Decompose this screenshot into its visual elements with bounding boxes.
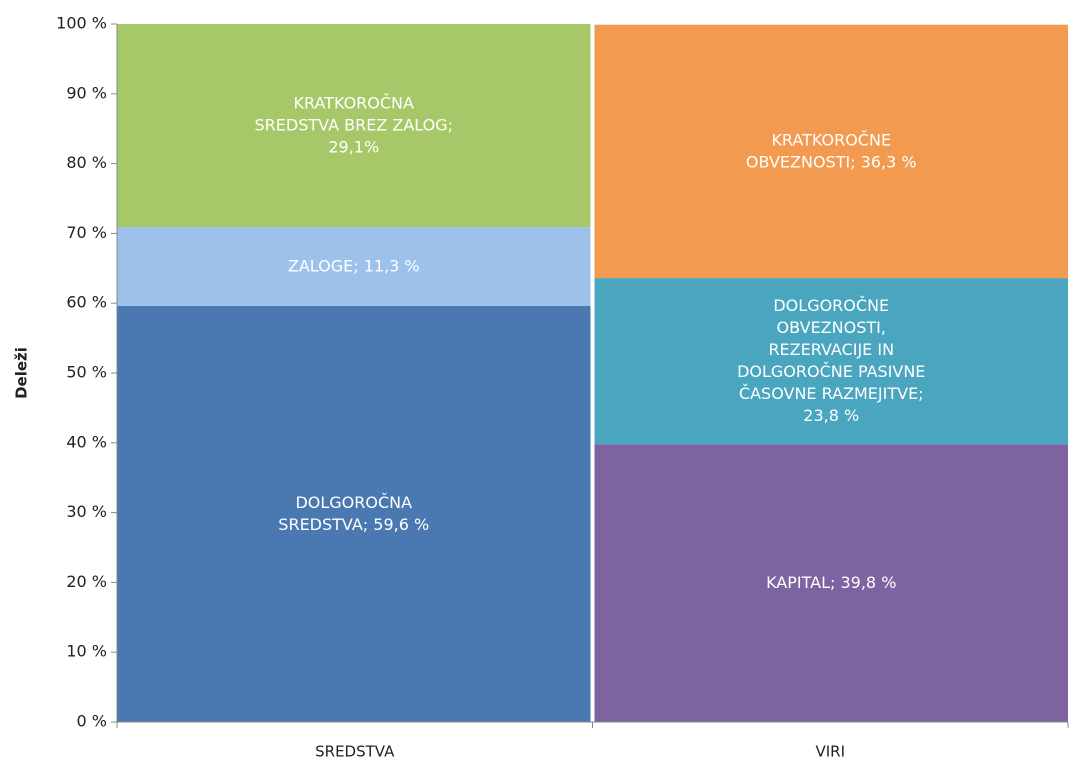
data-label-line: KAPITAL; 39,8 %: [766, 573, 896, 592]
bar-segment: [594, 278, 1068, 445]
data-label: DOLGOROČNA SREDSTVA; 59,6 %: [278, 492, 429, 533]
bar-segment: [594, 24, 1068, 279]
data-label-line: DOLGOROČNA: [295, 492, 412, 511]
x-tick-label: VIRI: [815, 743, 845, 760]
y-tick-label: 20 %: [66, 572, 107, 591]
bar-segment: [117, 227, 591, 306]
data-label-line: KRATKOROČNA: [294, 93, 415, 112]
bar-segment: [117, 305, 591, 722]
y-tick-label: 70 %: [66, 223, 107, 242]
data-label-line: OBVEZNOSTI,: [777, 318, 886, 337]
data-label-line: DOLGOROČNE: [773, 296, 889, 315]
data-label-line: KRATKOROČNE: [771, 130, 891, 149]
y-tick-label: 10 %: [66, 642, 107, 661]
y-tick-label: 40 %: [66, 432, 107, 451]
data-label: KRATKOROČNE OBVEZNOSTI; 36,3 %: [746, 130, 917, 171]
y-tick-label: 50 %: [66, 363, 107, 382]
data-label: KRATKOROČNA SREDSTVA BREZ ZALOG; 29,1%: [255, 93, 453, 156]
data-label-line: SREDSTVA BREZ ZALOG;: [255, 115, 453, 134]
y-tick-label: 90 %: [66, 83, 107, 102]
y-tick-label: 0 %: [77, 712, 107, 731]
x-tick-label: SREDSTVA: [315, 743, 395, 760]
y-tick-label: 30 %: [66, 502, 107, 521]
bar-segment: [594, 444, 1068, 722]
data-label: DOLGOROČNE OBVEZNOSTI, REZERVACIJE IN DOLGO…: [737, 296, 925, 425]
data-label-line: REZERVACIJE IN: [768, 340, 894, 359]
data-label-line: OBVEZNOSTI; 36,3 %: [746, 152, 917, 171]
data-label-line: 23,8 %: [803, 406, 859, 425]
data-label-line: SREDSTVA; 59,6 %: [278, 514, 429, 533]
y-tick-label: 80 %: [66, 153, 107, 172]
bar-segment: [117, 24, 591, 228]
y-axis-label: Deleži: [13, 347, 31, 399]
y-tick-label: 100 %: [56, 14, 107, 33]
data-label-line: ČASOVNE RAZMEJITVE;: [739, 384, 924, 403]
data-label-line: DOLGOROČNE PASIVNE: [737, 362, 925, 381]
data-label: ZALOGE; 11,3 %: [288, 256, 420, 275]
y-tick-label: 60 %: [66, 293, 107, 312]
data-label-line: ZALOGE; 11,3 %: [288, 256, 420, 275]
data-label-line: 29,1%: [328, 137, 379, 156]
data-label: KAPITAL; 39,8 %: [766, 573, 896, 592]
